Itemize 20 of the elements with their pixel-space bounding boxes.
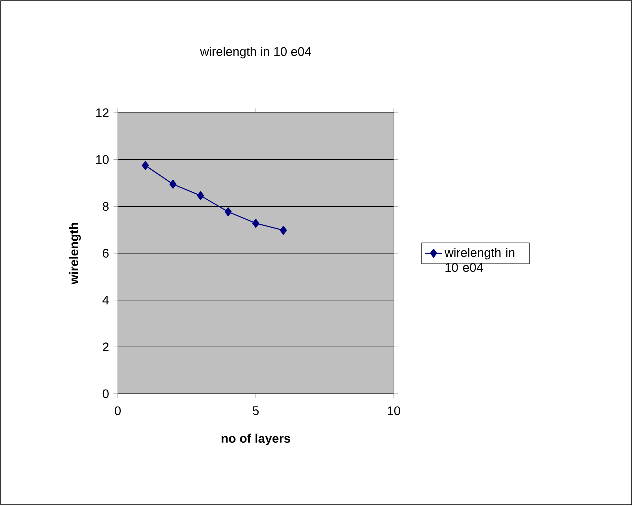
legend-label: wirelength in 10 e04 (444, 248, 515, 272)
y-axis-title: wirelength (69, 223, 82, 285)
x-axis-title: no of layers (222, 434, 290, 446)
y-tick-label: 4 (102, 296, 110, 305)
y-tick-label: 12 (96, 108, 109, 118)
y-tick-label: 8 (103, 202, 109, 212)
x-tick-label: 5 (253, 406, 259, 416)
x-tick-label: 10 (388, 406, 400, 416)
y-tick-label: 6 (103, 249, 109, 258)
point (224, 208, 232, 217)
point (142, 161, 150, 170)
point (197, 191, 204, 200)
point (170, 180, 177, 189)
point (252, 219, 260, 228)
x-tick-label: 0 (115, 406, 121, 416)
point (280, 226, 288, 236)
y-tick-label: 0 (102, 390, 109, 398)
y-tick-label: 2 (103, 342, 109, 352)
chart-title: wirelength in 10 e04 (200, 47, 312, 59)
y-tick-label: 10 (96, 155, 109, 164)
